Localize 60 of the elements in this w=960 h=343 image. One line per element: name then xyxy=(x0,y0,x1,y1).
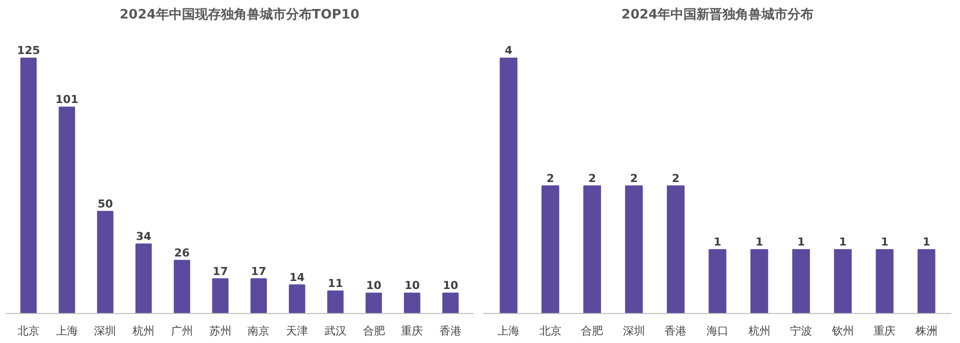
data-label: 101 xyxy=(55,93,78,106)
x-tick-label: 株洲 xyxy=(914,324,938,338)
data-label: 1 xyxy=(755,236,764,249)
bar xyxy=(212,278,228,314)
data-label: 2 xyxy=(630,172,638,185)
x-tick-label: 香港 xyxy=(664,324,687,338)
x-tick-label: 广州 xyxy=(170,324,193,338)
data-label: 11 xyxy=(328,277,344,290)
data-label: 2 xyxy=(588,172,596,185)
x-tick-label: 上海 xyxy=(56,324,78,338)
data-label: 1 xyxy=(797,236,805,249)
data-label: 17 xyxy=(212,264,228,278)
bar xyxy=(404,292,420,314)
data-label: 1 xyxy=(922,236,930,249)
data-label: 10 xyxy=(442,279,458,292)
bar xyxy=(97,210,114,314)
data-label: 2 xyxy=(546,172,554,185)
x-tick-label: 深圳 xyxy=(622,324,645,338)
data-label: 17 xyxy=(251,264,266,278)
data-label: 34 xyxy=(136,230,152,244)
x-tick-label: 北京 xyxy=(539,324,562,338)
data-label: 4 xyxy=(504,44,513,58)
x-tick-label: 北京 xyxy=(18,324,40,338)
x-tick-label: 合肥 xyxy=(581,324,604,338)
chart-title: 2024年中国新晋独角兽城市分布 xyxy=(621,6,814,22)
x-tick-label: 天津 xyxy=(286,324,308,338)
data-label: 1 xyxy=(839,236,847,249)
data-label: 125 xyxy=(17,44,40,58)
x-tick-label: 武汉 xyxy=(324,324,346,338)
x-tick-label: 上海 xyxy=(498,324,520,338)
x-tick-label: 重庆 xyxy=(401,324,424,338)
chart-title: 2024年中国现存独角兽城市分布TOP10 xyxy=(120,6,360,22)
data-label: 26 xyxy=(174,246,190,260)
data-label: 1 xyxy=(880,236,888,249)
x-tick-label: 海口 xyxy=(706,324,728,338)
x-tick-label: 香港 xyxy=(439,324,462,338)
x-tick-label: 钦州 xyxy=(830,324,854,338)
x-tick-label: 杭州 xyxy=(747,324,770,338)
x-tick-label: 宁波 xyxy=(790,324,812,338)
x-tick-label: 深圳 xyxy=(94,324,116,338)
data-label: 10 xyxy=(366,279,382,292)
x-tick-label: 苏州 xyxy=(209,324,232,338)
x-tick-label: 杭州 xyxy=(132,324,155,338)
bar xyxy=(58,106,76,314)
bar xyxy=(135,244,152,314)
x-tick-label: 合肥 xyxy=(362,324,385,338)
data-label: 10 xyxy=(404,279,420,292)
bar xyxy=(250,278,267,314)
data-label: 14 xyxy=(289,270,306,284)
bar xyxy=(327,290,344,314)
bar xyxy=(20,58,37,314)
data-label: 50 xyxy=(98,197,114,210)
x-tick-label: 重庆 xyxy=(874,324,896,338)
bar xyxy=(442,292,459,314)
bar xyxy=(174,260,190,314)
x-tick-label: 南京 xyxy=(248,324,270,338)
data-label: 1 xyxy=(714,236,722,249)
bar xyxy=(288,284,306,314)
bar xyxy=(366,292,382,314)
data-label: 2 xyxy=(672,172,680,185)
